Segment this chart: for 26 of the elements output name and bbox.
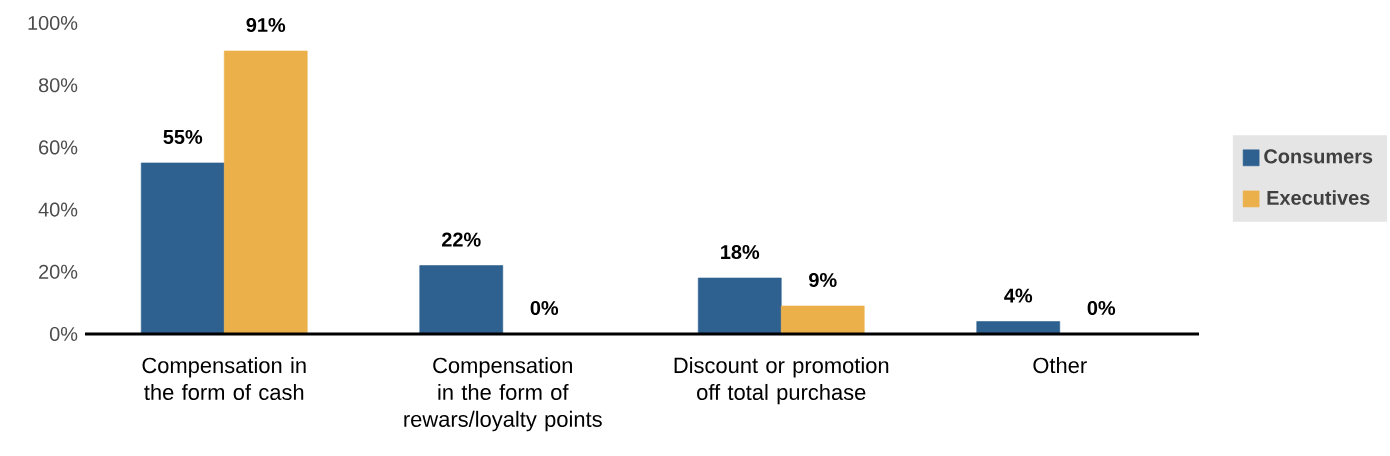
- bar: [223, 50, 308, 335]
- data-label: 55%: [163, 129, 203, 144]
- data-label: 18%: [721, 244, 760, 260]
- y-tick-label: 100%: [28, 15, 78, 31]
- bar: [140, 162, 225, 335]
- bar: [419, 265, 504, 335]
- bar: [976, 321, 1061, 335]
- data-label: 0%: [530, 300, 559, 316]
- bar: [780, 305, 865, 335]
- data-label: 9%: [809, 272, 837, 288]
- y-tick-label: 0%: [49, 326, 78, 342]
- y-tick-label: 80%: [38, 78, 78, 93]
- data-label: 4%: [1004, 288, 1033, 303]
- y-tick-label: 20%: [39, 264, 78, 279]
- legend-label: Executives: [1267, 190, 1370, 205]
- x-tick-label: Discount or promotion off total purchase: [674, 357, 889, 405]
- x-tick-label: Compensation in the form of cash: [142, 357, 306, 401]
- legend-label: Consumers: [1264, 149, 1373, 164]
- y-tick-label: 40%: [38, 202, 78, 217]
- bar: [697, 277, 782, 335]
- data-label: 0%: [1087, 300, 1116, 316]
- y-tick-label: 60%: [39, 140, 78, 155]
- x-tick-label: Other: [1033, 357, 1087, 374]
- x-tick-label: Compensation in the form of rewars/loyalty points: [404, 357, 602, 432]
- data-label: 22%: [442, 232, 481, 247]
- data-label: 91%: [246, 17, 286, 33]
